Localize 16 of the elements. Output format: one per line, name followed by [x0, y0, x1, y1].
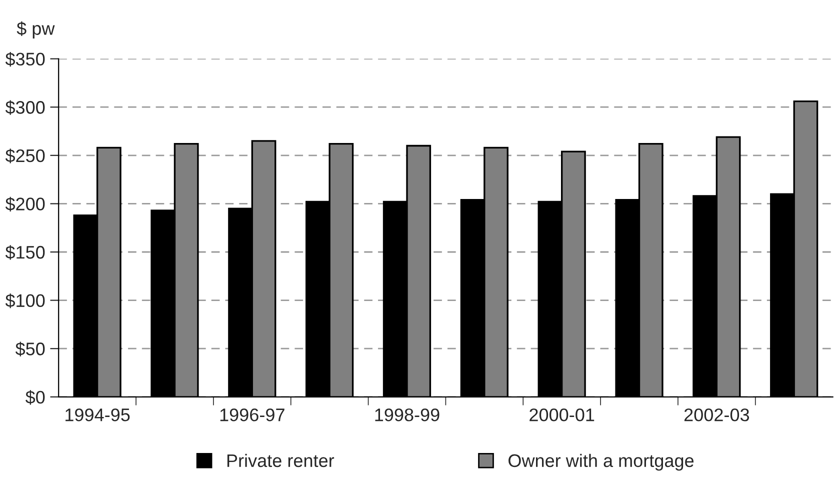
y-tick-label: $250	[5, 148, 45, 164]
y-tick-label: $50	[15, 342, 45, 356]
y-tick-label: $150	[5, 245, 45, 260]
x-tick-label: 1994-95	[66, 408, 130, 422]
x-tick-label: 1996-97	[220, 408, 284, 422]
x-tick-label: 2002-03	[684, 408, 750, 422]
y-tick-label: $350	[5, 52, 45, 67]
legend-label: Owner with a mortgage	[508, 454, 694, 471]
y-tick-label: $200	[5, 196, 45, 212]
y-tick-label: $100	[5, 293, 45, 308]
y-axis-title: $ pw	[16, 21, 55, 39]
x-tick-label: 1998-99	[375, 408, 440, 422]
y-tick-label: $300	[5, 100, 45, 115]
legend-label: Private renter	[227, 454, 334, 468]
y-tick-label: $0	[26, 390, 45, 405]
x-tick-label: 2000-01	[530, 408, 594, 422]
